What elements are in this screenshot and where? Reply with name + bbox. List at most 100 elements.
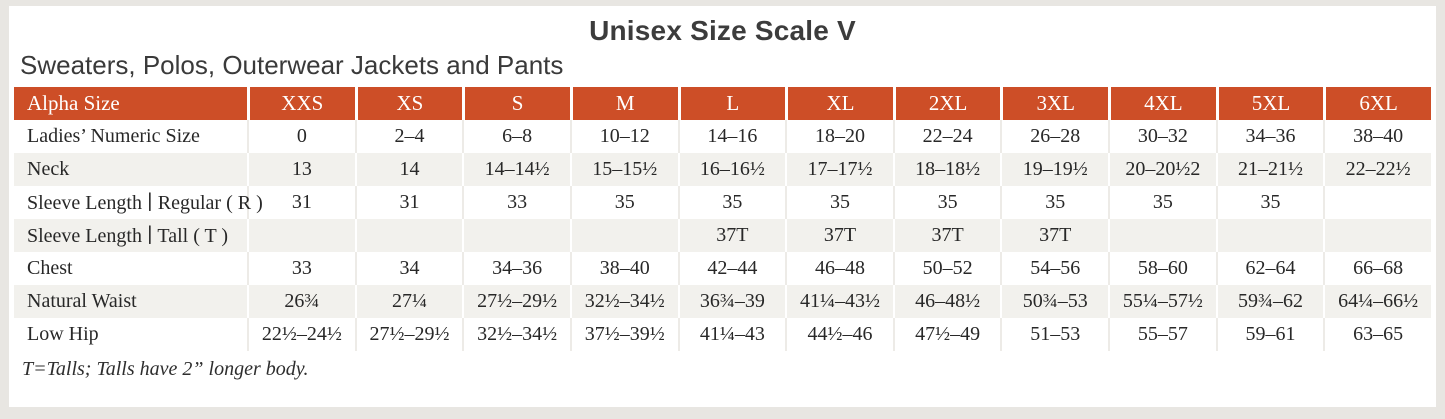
size-cell: 27¼ bbox=[354, 285, 463, 318]
size-cell: 59–61 bbox=[1215, 318, 1324, 351]
size-cell: 37T bbox=[1000, 219, 1108, 252]
row-label: Chest bbox=[27, 257, 73, 279]
size-cell: 36¾–39 bbox=[677, 285, 786, 318]
table-row: Ladies’ Numeric Size 0 2–4 6–8 10–12 14–16 18–… bbox=[14, 120, 1431, 153]
size-chart-page: Unisex Size Scale V Sweaters, Polos, Out… bbox=[9, 6, 1436, 407]
size-cell: 46–48½ bbox=[892, 285, 1001, 318]
row-label: Sleeve Length ∣ Tall ( T ) bbox=[27, 225, 229, 247]
column-header: S bbox=[462, 87, 570, 120]
table-row: Sleeve Length ∣ Tall ( T ) 37T 37T 37T 37T bbox=[14, 219, 1431, 252]
size-cell: 30–32 bbox=[1108, 120, 1216, 153]
size-cell: 14–14½ bbox=[462, 153, 570, 186]
size-cell bbox=[569, 219, 678, 252]
size-cell: 34–36 bbox=[462, 252, 570, 285]
column-header: XL bbox=[785, 87, 893, 120]
size-cell: 26¾ bbox=[247, 285, 355, 318]
row-label: Low Hip bbox=[27, 323, 99, 345]
size-cell bbox=[1323, 219, 1431, 252]
size-cell: 35 bbox=[1108, 186, 1216, 219]
size-cell: 35 bbox=[1215, 186, 1324, 219]
size-cell: 21–21½ bbox=[1215, 153, 1324, 186]
table-row: Neck 13 14 14–14½ 15–15½ 16–16½ 17–17½ 18–18½ 19… bbox=[14, 153, 1431, 186]
size-table-header: Alpha Size XXS XS S M L XL 2XL 3XL 4XL 5XL 6XL bbox=[14, 87, 1431, 120]
size-cell: 38–40 bbox=[1323, 120, 1431, 153]
size-cell: 27½–29½ bbox=[354, 318, 463, 351]
table-row: Natural Waist 26¾ 27¼ 27½–29½ 32½–34½ 36¾–39 4… bbox=[14, 285, 1431, 318]
size-cell: 19–19½ bbox=[1000, 153, 1108, 186]
size-cell: 42–44 bbox=[677, 252, 786, 285]
size-cell: 38–40 bbox=[569, 252, 678, 285]
size-cell bbox=[1108, 219, 1216, 252]
table-row: Chest 33 34 34–36 38–40 42–44 46–48 50–52 54–56 5… bbox=[14, 252, 1431, 285]
size-cell: 66–68 bbox=[1323, 252, 1431, 285]
size-cell: 41¼–43½ bbox=[785, 285, 893, 318]
size-cell: 14 bbox=[354, 153, 463, 186]
size-cell: 32½–34½ bbox=[569, 285, 678, 318]
size-cell: 47½–49 bbox=[892, 318, 1001, 351]
header-row: Alpha Size XXS XS S M L XL 2XL 3XL 4XL 5XL 6XL bbox=[14, 87, 1431, 120]
row-label: Neck bbox=[27, 158, 70, 180]
column-header: L bbox=[677, 87, 786, 120]
size-cell: 37T bbox=[785, 219, 893, 252]
column-header: 4XL bbox=[1108, 87, 1216, 120]
size-cell: 32½–34½ bbox=[462, 318, 570, 351]
table-row: Sleeve Length ∣ Regular ( R ) 31 31 33 35 35 3… bbox=[14, 186, 1431, 219]
size-cell: 22½–24½ bbox=[247, 318, 355, 351]
size-cell: 10–12 bbox=[569, 120, 678, 153]
size-cell: 58–60 bbox=[1108, 252, 1216, 285]
page-subtitle: Sweaters, Polos, Outerwear Jackets and P… bbox=[20, 50, 564, 80]
size-cell: 63–65 bbox=[1323, 318, 1431, 351]
size-cell: 6–8 bbox=[462, 120, 570, 153]
size-cell: 64¼–66½ bbox=[1323, 285, 1431, 318]
size-cell: 20–20½2 bbox=[1108, 153, 1216, 186]
size-cell: 59¾–62 bbox=[1215, 285, 1324, 318]
size-table: Alpha Size XXS XS S M L XL 2XL 3XL 4XL 5XL 6XL Ladi… bbox=[14, 87, 1431, 351]
size-cell: 34 bbox=[354, 252, 463, 285]
table-row: Low Hip 22½–24½ 27½–29½ 32½–34½ 37½–39½ 41¼–4… bbox=[14, 318, 1431, 351]
page-title: Unisex Size Scale V bbox=[589, 15, 856, 46]
size-cell bbox=[1323, 186, 1431, 219]
size-cell: 50¾–53 bbox=[1000, 285, 1108, 318]
size-cell: 37T bbox=[677, 219, 786, 252]
size-cell: 44½–46 bbox=[785, 318, 893, 351]
size-cell: 18–20 bbox=[785, 120, 893, 153]
size-cell: 33 bbox=[247, 252, 355, 285]
column-header: 5XL bbox=[1215, 87, 1324, 120]
size-cell bbox=[354, 219, 463, 252]
size-cell: 55¼–57½ bbox=[1108, 285, 1216, 318]
size-cell: 33 bbox=[462, 186, 570, 219]
column-header: 2XL bbox=[892, 87, 1001, 120]
size-cell: 35 bbox=[785, 186, 893, 219]
size-cell bbox=[1215, 219, 1324, 252]
size-cell: 27½–29½ bbox=[462, 285, 570, 318]
size-cell: 0 bbox=[247, 120, 355, 153]
column-header: Alpha Size bbox=[14, 87, 247, 120]
size-cell: 22–24 bbox=[892, 120, 1001, 153]
row-label: Natural Waist bbox=[27, 290, 137, 312]
size-cell: 34–36 bbox=[1215, 120, 1324, 153]
size-cell: 22–22½ bbox=[1323, 153, 1431, 186]
column-header: 6XL bbox=[1323, 87, 1431, 120]
row-label: Ladies’ Numeric Size bbox=[27, 125, 200, 147]
size-cell: 50–52 bbox=[892, 252, 1001, 285]
size-cell: 46–48 bbox=[785, 252, 893, 285]
size-cell: 13 bbox=[247, 153, 355, 186]
size-cell: 31 bbox=[354, 186, 463, 219]
size-cell bbox=[247, 219, 355, 252]
size-cell: 35 bbox=[569, 186, 678, 219]
column-header: M bbox=[569, 87, 678, 120]
size-cell: 41¼–43 bbox=[677, 318, 786, 351]
column-header: XS bbox=[354, 87, 463, 120]
size-cell: 14–16 bbox=[677, 120, 786, 153]
column-header: 3XL bbox=[1000, 87, 1108, 120]
size-cell: 62–64 bbox=[1215, 252, 1324, 285]
size-cell: 37T bbox=[892, 219, 1001, 252]
size-cell: 2–4 bbox=[354, 120, 463, 153]
size-cell bbox=[462, 219, 570, 252]
size-cell: 35 bbox=[677, 186, 786, 219]
row-label: Sleeve Length ∣ Regular ( R ) bbox=[27, 192, 263, 214]
size-cell: 51–53 bbox=[1000, 318, 1108, 351]
size-cell: 26–28 bbox=[1000, 120, 1108, 153]
size-cell: 15–15½ bbox=[569, 153, 678, 186]
footnote: T=Talls; Talls have 2” longer body. bbox=[22, 358, 309, 380]
